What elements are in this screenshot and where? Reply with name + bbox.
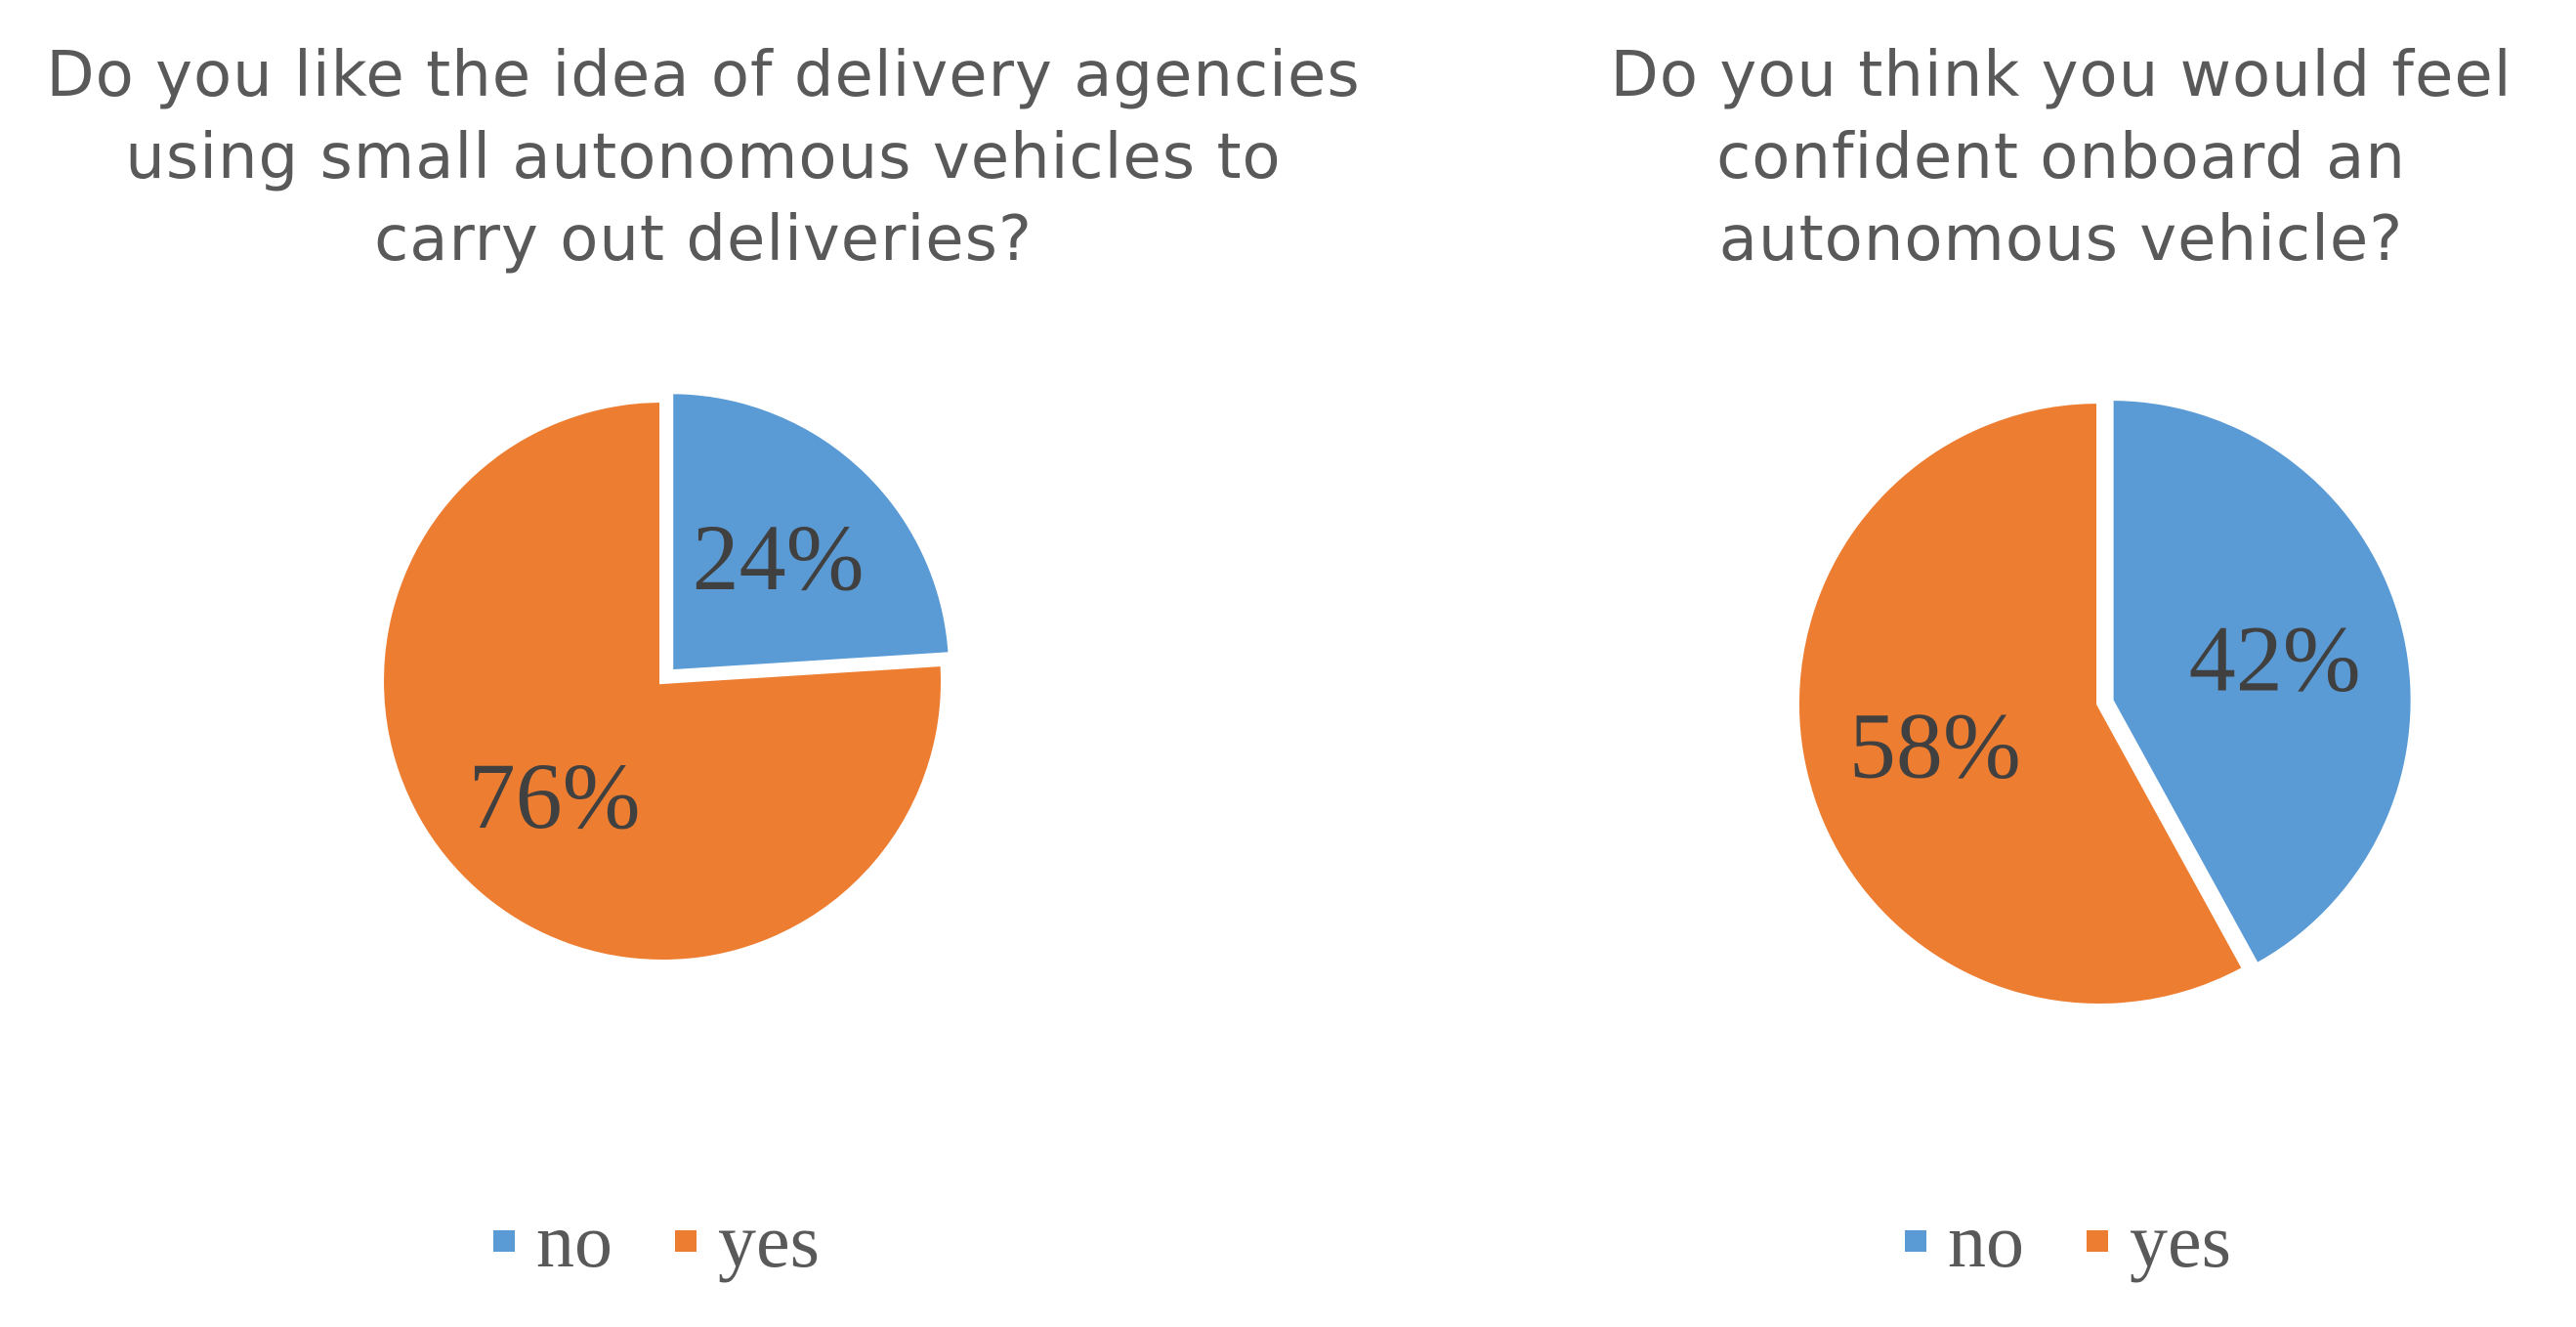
legend-swatch-yes (675, 1230, 697, 1252)
chart-1-title-line: Do you like the idea of delivery agencie… (46, 39, 1361, 111)
legend-swatch-no (493, 1230, 515, 1252)
legend-item-no: no (493, 1197, 612, 1285)
chart-2-slice-yes (1794, 397, 2250, 1009)
chart-1-data-label-no: 24% (693, 505, 865, 610)
chart-2-title-line: confident onboard an (1716, 121, 2406, 193)
chart-2-slice-no (2107, 395, 2417, 970)
legend-label-no: no (536, 1198, 612, 1283)
chart-1-data-label-yes: 76% (469, 744, 641, 848)
legend-item-yes: yes (2087, 1197, 2231, 1285)
chart-1-title-line: carry out deliveries? (374, 203, 1033, 276)
legend-item-no: no (1905, 1197, 2024, 1285)
chart-2-title-line: autonomous vehicle? (1718, 203, 2404, 276)
legend-swatch-yes (2087, 1230, 2108, 1252)
chart-1-title: Do you like the idea of delivery agencie… (20, 34, 1387, 280)
chart-2-title-line: Do you think you would feel (1610, 39, 2513, 111)
chart-1-slice-no (667, 388, 954, 676)
chart-1-title-line: using small autonomous vehicles to (125, 121, 1282, 193)
chart-2-title: Do you think you would feel confident on… (1583, 34, 2540, 280)
legend-item-yes: yes (675, 1197, 820, 1285)
chart-1-slice-yes (378, 396, 947, 965)
legend-label-yes: yes (718, 1198, 820, 1283)
chart-1-legend: no yes (493, 1197, 820, 1285)
chart-2-data-label-no: 42% (2189, 606, 2361, 710)
legend-swatch-no (1905, 1230, 1926, 1252)
chart-2-legend: no yes (1905, 1197, 2231, 1285)
legend-label-no: no (1948, 1198, 2024, 1283)
legend-label-yes: yes (2130, 1198, 2231, 1283)
chart-2-data-label-yes: 58% (1849, 694, 2021, 798)
